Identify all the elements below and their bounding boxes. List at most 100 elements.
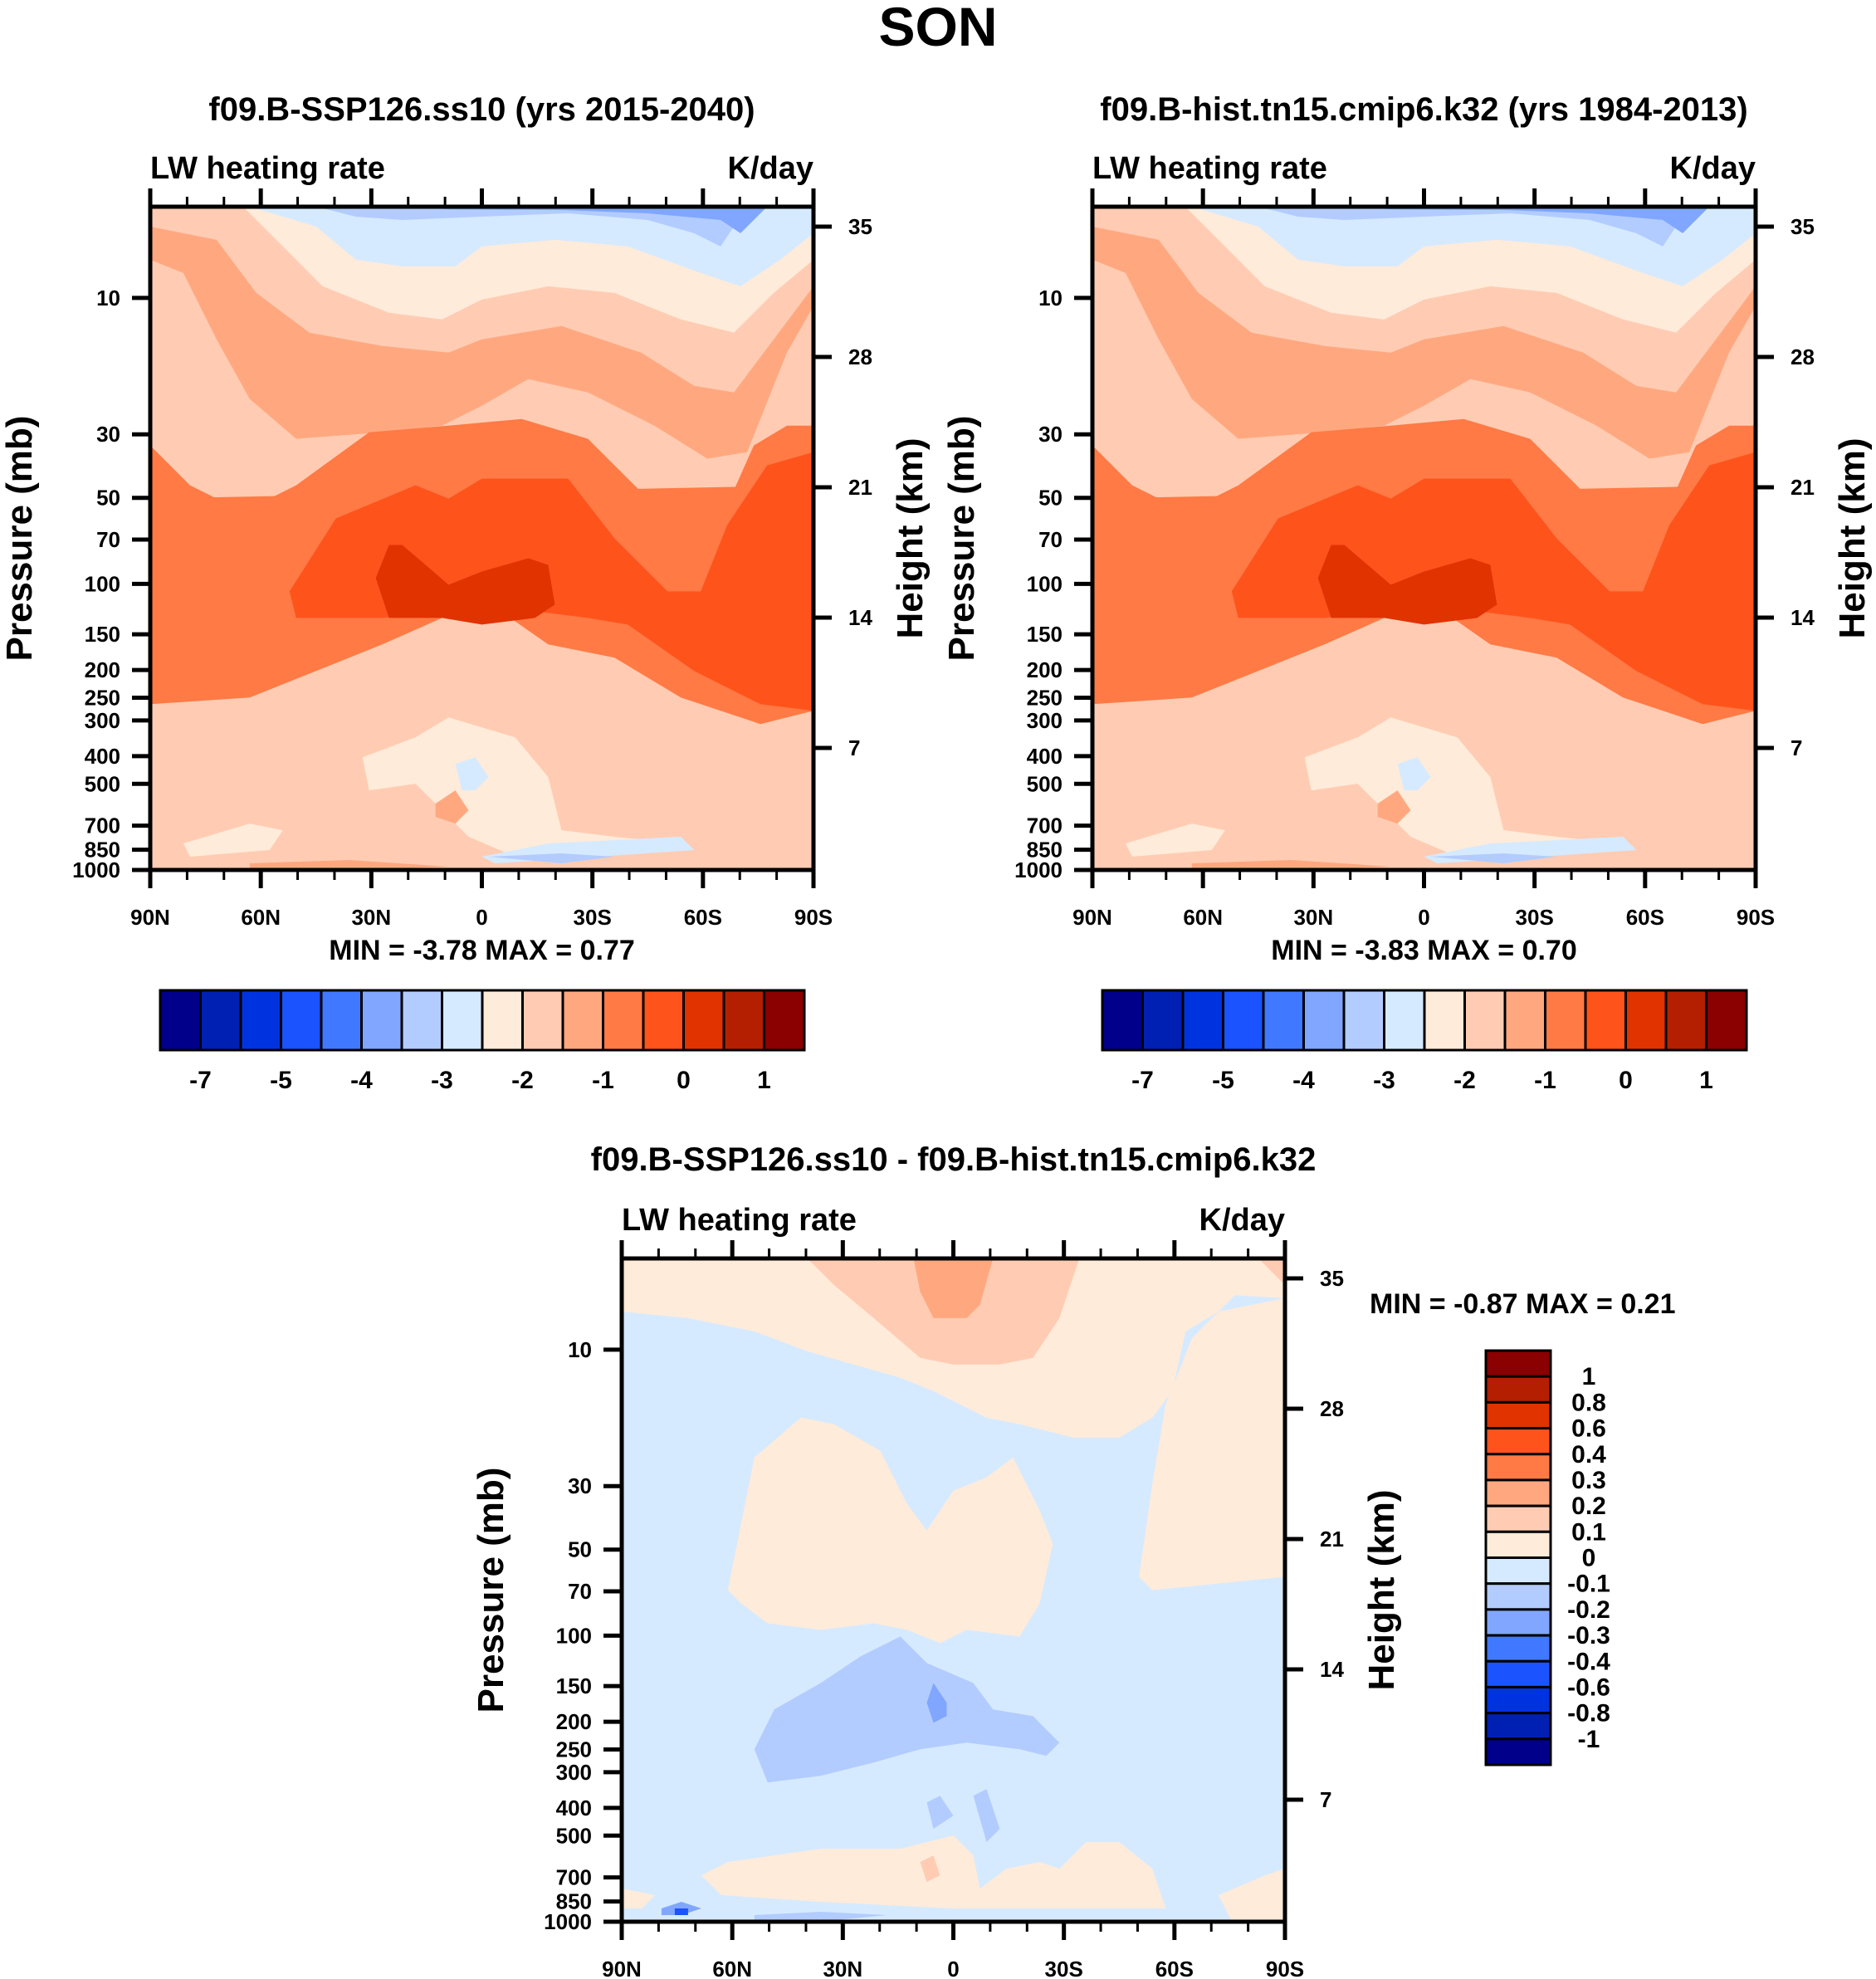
- colorbar-box: [1624, 989, 1668, 1052]
- y-tick-label: 500: [85, 771, 120, 796]
- x-tick-label: 60S: [1155, 1957, 1194, 1979]
- colorbar-label: 0.2: [1571, 1493, 1606, 1520]
- contour-field: [150, 207, 813, 870]
- figure-title: SON: [878, 0, 997, 57]
- contour-region: [674, 1908, 688, 1915]
- y-tick-label: 30: [96, 422, 120, 447]
- contour-region: [1258, 1258, 1285, 1285]
- contour-region: [1430, 853, 1557, 863]
- colorbar-box: [1484, 1634, 1552, 1663]
- y-axis-label: Pressure (mb): [941, 416, 982, 662]
- contour-region: [415, 207, 768, 233]
- contour-region: [1357, 207, 1710, 233]
- y-tick-label: 70: [96, 527, 120, 552]
- y-tick-label: 700: [556, 1865, 592, 1890]
- y-tick-label: 10: [96, 286, 120, 310]
- colorbar-box: [1484, 1427, 1552, 1456]
- y-tick-label: 850: [1027, 838, 1063, 862]
- y-tick-label: 30: [568, 1473, 592, 1498]
- right-string: K/day: [728, 151, 813, 186]
- contour-region: [375, 545, 555, 625]
- colorbar-box: [1484, 1659, 1552, 1688]
- y-tick-label: 1000: [72, 858, 120, 882]
- colorbar-box: [1484, 1737, 1552, 1766]
- y-tick-label: 100: [1027, 571, 1063, 596]
- colorbar-label: -5: [270, 1067, 292, 1094]
- left-string: LW heating rate: [622, 1203, 857, 1238]
- y-tick-label: 300: [85, 708, 120, 733]
- contour-region: [913, 1258, 994, 1318]
- y-tick-label: 400: [556, 1796, 592, 1820]
- x-tick-label: 60S: [684, 905, 722, 930]
- colorbar-label: -3: [431, 1067, 453, 1094]
- x-tick-label: 90N: [1072, 905, 1112, 930]
- contour-field: [622, 1258, 1285, 1922]
- colorbar-box: [1423, 989, 1466, 1052]
- colorbar-box: [1484, 1685, 1552, 1715]
- colorbar-label: -7: [189, 1067, 212, 1094]
- colorbar-box: [1503, 989, 1546, 1052]
- x-tick-label: 0: [1418, 905, 1429, 930]
- x-tick-label: 30N: [823, 1957, 862, 1979]
- colorbar-box: [1484, 1582, 1552, 1611]
- colorbar-box: [1141, 989, 1185, 1052]
- colorbar-box: [1222, 989, 1265, 1052]
- y-tick-label: 150: [556, 1674, 592, 1698]
- y-tick-label: 100: [556, 1623, 592, 1648]
- colorbar-box: [1484, 1712, 1552, 1741]
- x-tick-label: 90S: [1266, 1957, 1304, 1979]
- y-right-tick-label: 7: [1320, 1787, 1331, 1812]
- contour-region: [1092, 485, 1756, 725]
- y-tick-label: 30: [1038, 422, 1063, 447]
- panel-3: f09.B-SSP126.ss10 - f09.B-hist.tn15.cmip…: [471, 1141, 1676, 1979]
- colorbar-box: [1101, 989, 1144, 1052]
- y-tick-label: 400: [85, 744, 120, 769]
- colorbar-box: [642, 989, 685, 1052]
- panel-title: f09.B-SSP126.ss10 - f09.B-hist.tn15.cmip…: [591, 1141, 1317, 1178]
- y-tick-label: 50: [96, 486, 120, 511]
- colorbar-label: -0.2: [1567, 1596, 1610, 1624]
- colorbar: 10.80.60.40.30.20.10-0.1-0.2-0.3-0.4-0.6…: [1484, 1349, 1610, 1766]
- y-tick-label: 100: [85, 571, 120, 596]
- y-right-tick-label: 21: [1791, 475, 1815, 500]
- contour-region: [1377, 790, 1411, 824]
- colorbar-box: [1463, 989, 1507, 1052]
- colorbar-box: [602, 989, 645, 1052]
- colorbar-label: -0.4: [1567, 1648, 1610, 1675]
- x-tick-label: 30S: [1516, 905, 1554, 930]
- colorbar-box: [1484, 1375, 1552, 1404]
- colorbar-box: [441, 989, 484, 1052]
- colorbar-box: [1484, 1608, 1552, 1637]
- y-tick-label: 200: [85, 657, 120, 682]
- colorbar-box: [239, 989, 282, 1052]
- y-tick-label: 250: [1027, 686, 1063, 711]
- y-right-tick-label: 21: [848, 475, 872, 500]
- y-tick-label: 300: [1027, 708, 1063, 733]
- x-tick-label: 0: [947, 1957, 959, 1979]
- y-right-tick-label: 14: [1791, 605, 1815, 630]
- y-tick-label: 1000: [1014, 858, 1063, 882]
- x-tick-label: 30S: [574, 905, 612, 930]
- contour-region: [315, 207, 768, 247]
- contour-region: [1231, 452, 1756, 711]
- contour-region: [1258, 207, 1710, 247]
- colorbar-label: -1: [1534, 1067, 1556, 1094]
- y-tick-label: 10: [1038, 286, 1063, 310]
- colorbar-box: [1484, 1349, 1552, 1378]
- colorbar-label: -2: [1453, 1067, 1476, 1094]
- contour-region: [150, 485, 813, 725]
- contour-region: [1219, 1869, 1285, 1922]
- colorbar-box: [1342, 989, 1385, 1052]
- contour-region: [973, 1789, 1000, 1843]
- y-right-tick-label: 35: [1791, 214, 1815, 239]
- colorbar-box: [1484, 1453, 1552, 1482]
- y-tick-label: 850: [556, 1889, 592, 1914]
- colorbar-label: 1: [757, 1067, 771, 1094]
- colorbar-label: 0: [1619, 1067, 1633, 1094]
- y-right-tick-label: 7: [848, 735, 860, 760]
- contour-region: [488, 853, 615, 863]
- contour-region: [754, 1912, 887, 1922]
- colorbar-box: [1484, 1504, 1552, 1533]
- y-right-tick-label: 35: [1320, 1266, 1344, 1291]
